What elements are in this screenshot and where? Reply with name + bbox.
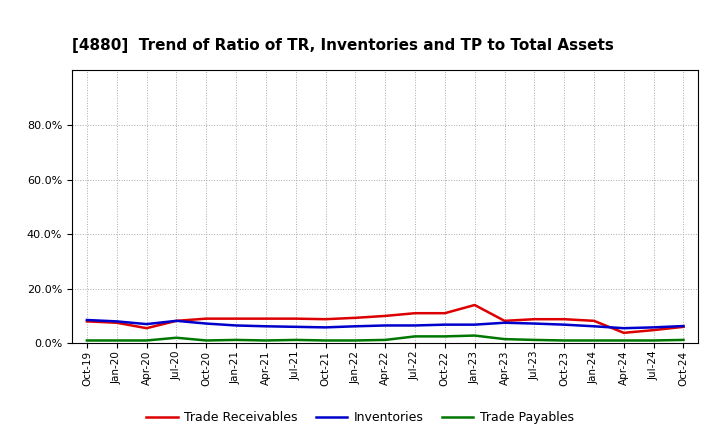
Inventories [619, 326, 628, 331]
Trade Receivables [470, 302, 479, 308]
Trade Receivables [381, 313, 390, 319]
Trade Receivables [232, 316, 240, 321]
Text: [4880]  Trend of Ratio of TR, Inventories and TP to Total Assets: [4880] Trend of Ratio of TR, Inventories… [72, 38, 614, 53]
Inventories [172, 318, 181, 323]
Trade Receivables [441, 311, 449, 316]
Trade Receivables [500, 318, 509, 323]
Inventories [590, 324, 598, 329]
Trade Receivables [112, 320, 121, 326]
Trade Receivables [410, 311, 419, 316]
Inventories [321, 325, 330, 330]
Trade Receivables [679, 324, 688, 330]
Inventories [500, 320, 509, 326]
Trade Payables [500, 337, 509, 342]
Trade Payables [232, 337, 240, 343]
Trade Payables [679, 337, 688, 343]
Legend: Trade Receivables, Inventories, Trade Payables: Trade Receivables, Inventories, Trade Pa… [141, 407, 579, 429]
Trade Receivables [83, 319, 91, 324]
Trade Payables [143, 338, 151, 343]
Inventories [441, 322, 449, 327]
Inventories [202, 321, 210, 326]
Trade Payables [172, 335, 181, 341]
Inventories [351, 324, 360, 329]
Trade Payables [321, 338, 330, 343]
Inventories [381, 323, 390, 328]
Line: Inventories: Inventories [87, 320, 683, 328]
Trade Payables [292, 337, 300, 343]
Inventories [112, 319, 121, 324]
Trade Receivables [590, 318, 598, 323]
Trade Payables [441, 334, 449, 339]
Trade Receivables [351, 315, 360, 320]
Inventories [410, 323, 419, 328]
Trade Receivables [560, 316, 569, 322]
Trade Payables [381, 337, 390, 343]
Trade Payables [351, 338, 360, 343]
Trade Payables [530, 337, 539, 343]
Inventories [143, 322, 151, 327]
Trade Payables [410, 334, 419, 339]
Trade Receivables [321, 316, 330, 322]
Trade Payables [202, 338, 210, 343]
Line: Trade Receivables: Trade Receivables [87, 305, 683, 333]
Trade Receivables [619, 330, 628, 335]
Inventories [679, 323, 688, 329]
Trade Receivables [292, 316, 300, 321]
Trade Payables [83, 338, 91, 343]
Trade Receivables [261, 316, 270, 321]
Trade Payables [112, 338, 121, 343]
Trade Receivables [143, 326, 151, 331]
Inventories [470, 322, 479, 327]
Trade Payables [560, 338, 569, 343]
Trade Payables [619, 338, 628, 343]
Inventories [83, 317, 91, 323]
Trade Receivables [202, 316, 210, 321]
Trade Receivables [649, 327, 658, 333]
Trade Payables [649, 338, 658, 343]
Inventories [261, 324, 270, 329]
Inventories [232, 323, 240, 328]
Trade Payables [261, 338, 270, 343]
Trade Receivables [530, 316, 539, 322]
Inventories [292, 324, 300, 330]
Inventories [530, 321, 539, 326]
Trade Payables [470, 333, 479, 338]
Trade Receivables [172, 318, 181, 323]
Inventories [649, 325, 658, 330]
Trade Payables [590, 338, 598, 343]
Inventories [560, 322, 569, 327]
Line: Trade Payables: Trade Payables [87, 336, 683, 341]
